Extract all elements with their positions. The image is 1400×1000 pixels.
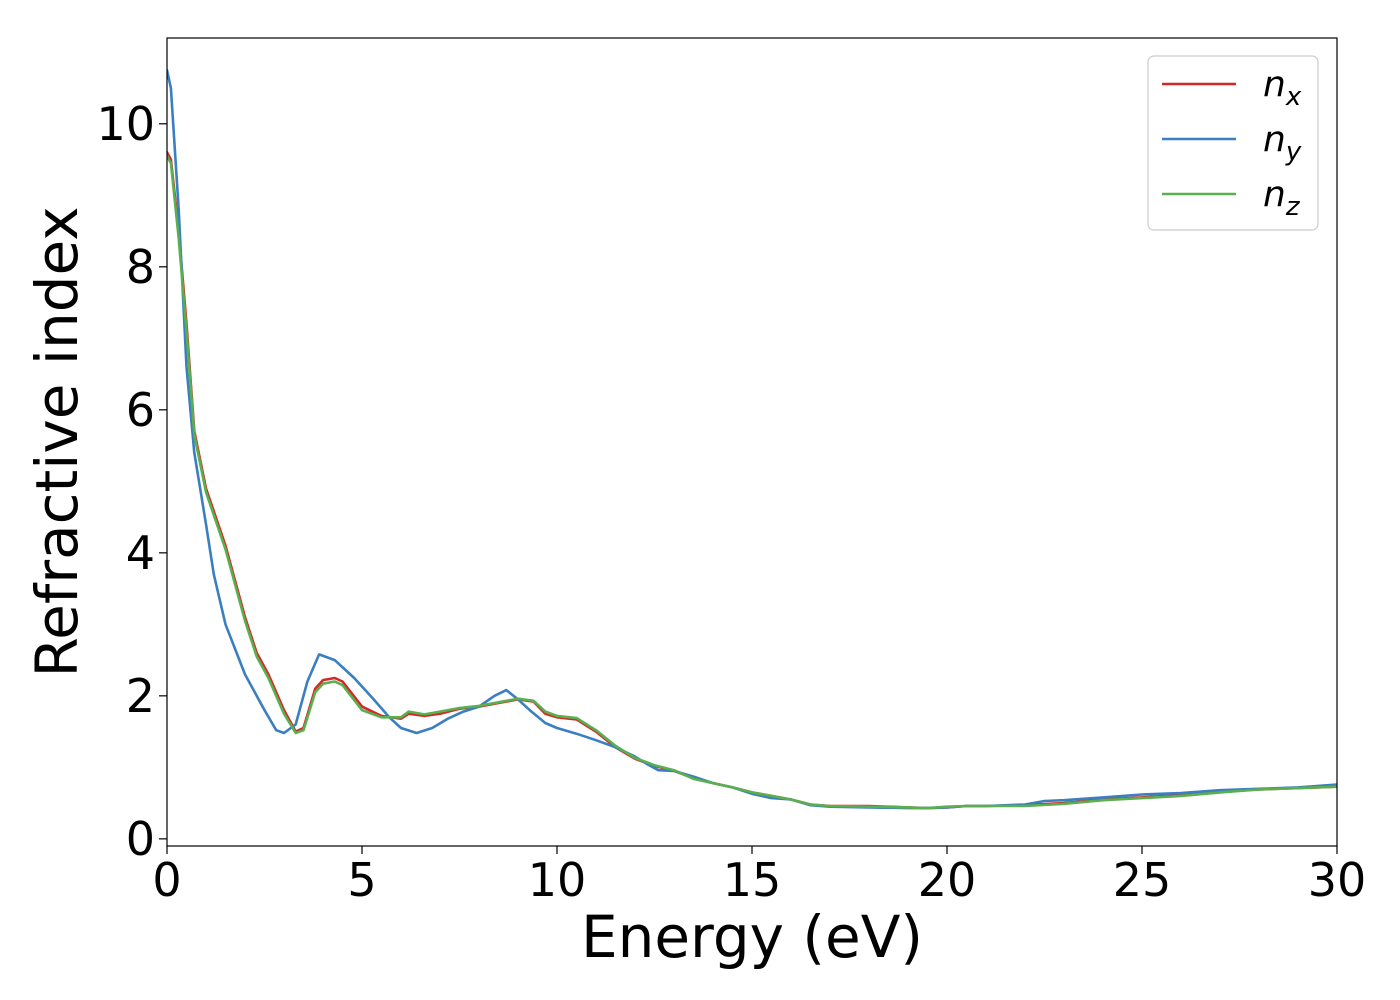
y-tick-label: 0 — [126, 812, 155, 866]
y-axis-label: Refractive index — [23, 206, 91, 677]
legend-label-subscript: x — [1285, 82, 1302, 112]
legend-label-base: n — [1263, 64, 1286, 105]
x-axis: 0 5 10 15 20 25 30 — [152, 846, 1366, 907]
x-tick-label: 0 — [152, 853, 181, 907]
x-tick-label: 15 — [723, 853, 782, 907]
legend-label-subscript: z — [1285, 192, 1301, 222]
legend-label-subscript: y — [1285, 137, 1302, 167]
legend-label-base: n — [1263, 119, 1286, 160]
legend-label-z: nz — [1263, 174, 1301, 222]
y-tick-label: 8 — [126, 240, 155, 294]
x-tick-label: 20 — [918, 853, 977, 907]
y-tick-label: 6 — [126, 383, 155, 437]
series-group — [167, 68, 1337, 810]
series-line-z — [167, 154, 1337, 810]
x-tick-label: 25 — [1113, 853, 1172, 907]
legend-box — [1147, 55, 1319, 231]
x-tick-label: 5 — [347, 853, 376, 907]
y-tick-label: 2 — [126, 669, 155, 723]
y-tick-label: 10 — [96, 97, 155, 151]
legend-label-base: n — [1263, 174, 1286, 215]
y-axis: 0 2 4 6 8 10 — [96, 97, 167, 866]
x-tick-label: 30 — [1308, 853, 1367, 907]
series-line-x — [167, 151, 1337, 810]
legend-label-y: ny — [1263, 119, 1302, 167]
x-tick-label: 10 — [528, 853, 587, 907]
x-axis-label: Energy (eV) — [581, 903, 923, 971]
legend-label-x: nx — [1263, 64, 1302, 112]
y-tick-label: 4 — [126, 526, 155, 580]
